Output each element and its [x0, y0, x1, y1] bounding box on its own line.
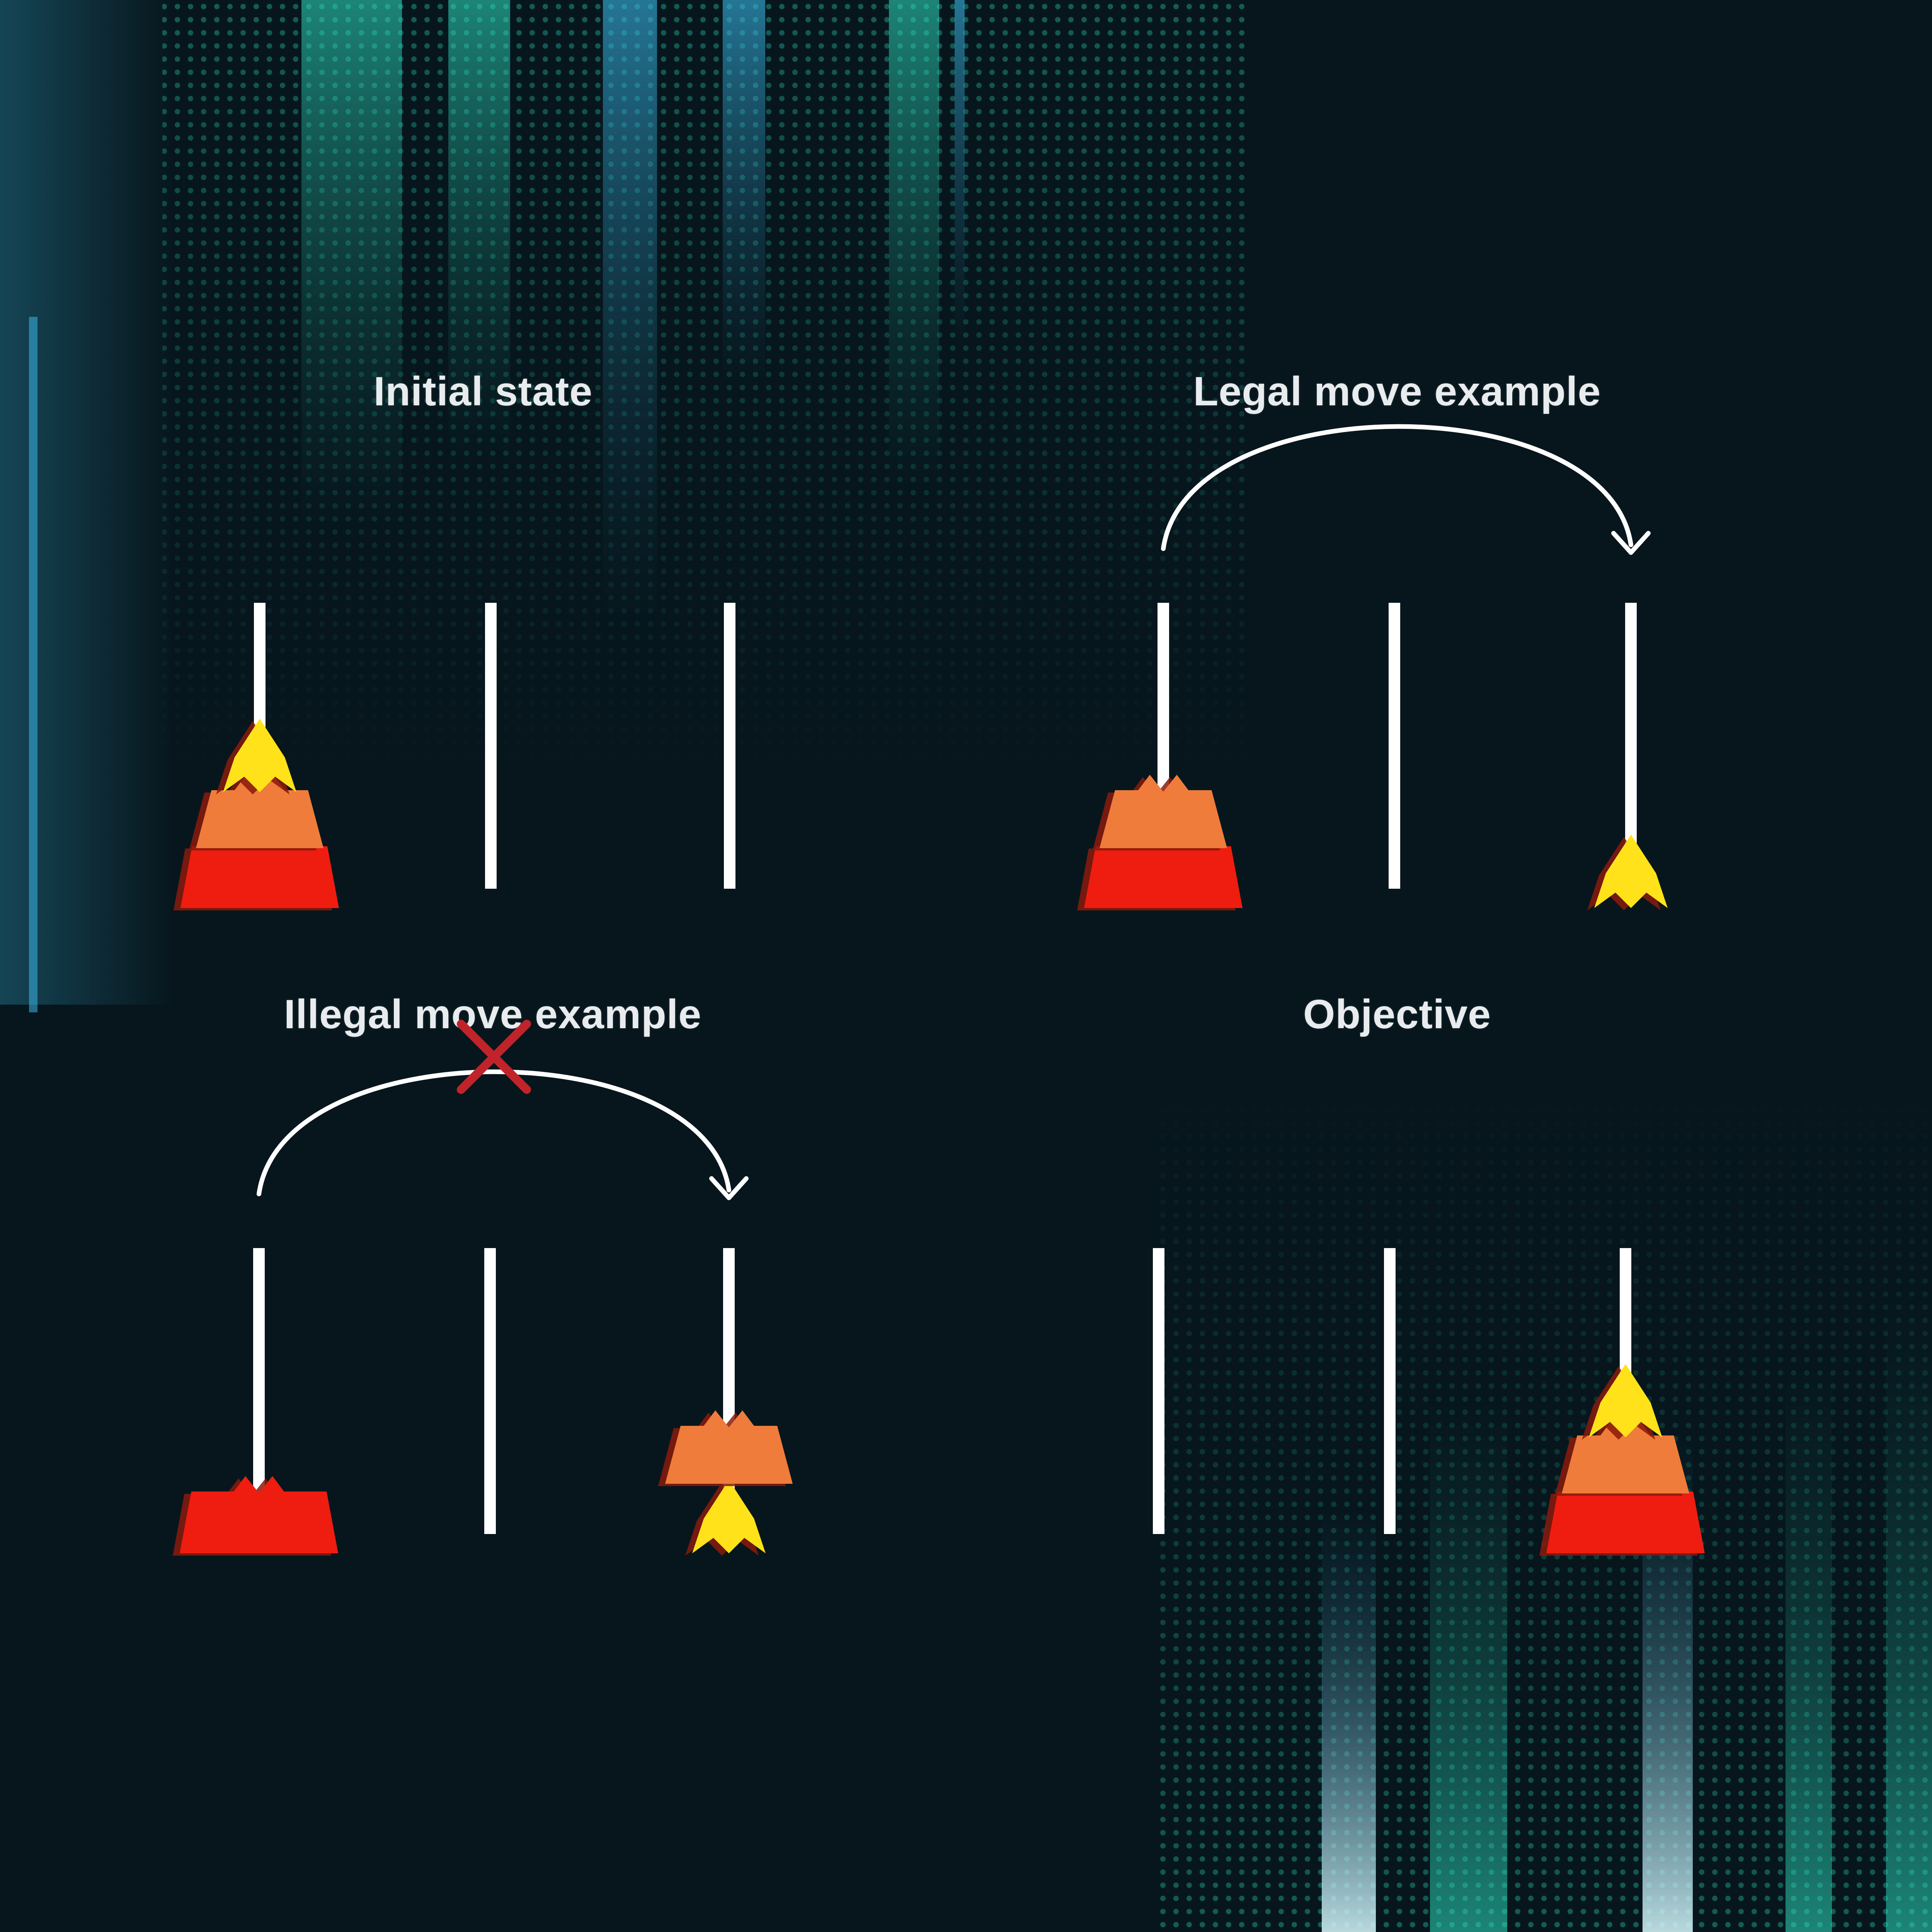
- medium-disk: [665, 1410, 793, 1484]
- legal-move-title: Legal move example: [1193, 369, 1601, 414]
- objective-board: [1153, 1248, 1705, 1556]
- peg-2: [1384, 1248, 1396, 1534]
- arrowhead-icon: [1611, 531, 1651, 555]
- illegal-move-board: [173, 1020, 793, 1556]
- legal-move-board: [1077, 424, 1668, 910]
- large-disk: [180, 1476, 338, 1553]
- small-disk: [1594, 835, 1668, 908]
- top-glow-streaks: [162, 0, 1244, 773]
- illegal-move-move-arrow: [257, 1069, 731, 1196]
- initial-state-title: Initial state: [373, 369, 593, 414]
- forbidden-x-icon: [457, 1020, 531, 1094]
- medium-disk: [196, 775, 323, 848]
- peg-2: [1389, 603, 1400, 889]
- illegal-move-title: Illegal move example: [284, 992, 702, 1037]
- small-disk: [223, 719, 296, 792]
- peg-2: [484, 1248, 496, 1534]
- peg-3: [724, 603, 735, 889]
- initial-state-board: [174, 603, 735, 910]
- peg-1: [1153, 1248, 1164, 1534]
- small-disk: [692, 1480, 766, 1553]
- medium-disk: [1562, 1420, 1689, 1493]
- peg-2: [485, 603, 497, 889]
- legal-move-move-arrow: [1161, 424, 1633, 551]
- medium-disk: [1100, 775, 1227, 848]
- arrowhead-icon: [709, 1176, 749, 1200]
- small-disk: [1589, 1364, 1662, 1437]
- objective-title: Objective: [1303, 992, 1491, 1037]
